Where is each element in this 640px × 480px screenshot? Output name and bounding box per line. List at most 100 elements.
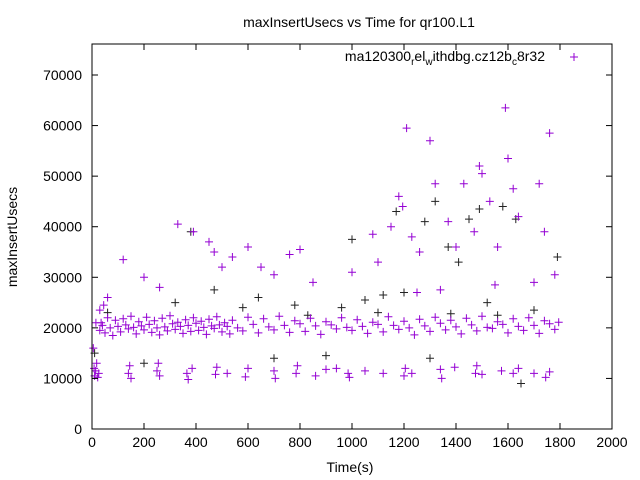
data-point	[389, 321, 398, 330]
data-point	[189, 313, 198, 322]
data-point	[280, 321, 289, 330]
data-point	[471, 369, 480, 378]
data-point	[530, 321, 538, 330]
data-point-dark	[361, 296, 369, 305]
data-point	[186, 327, 195, 336]
data-point-dark	[420, 217, 429, 226]
data-point	[535, 179, 544, 188]
data-point	[116, 327, 125, 336]
data-point	[119, 314, 128, 323]
data-point	[394, 325, 403, 334]
data-point-dark	[322, 351, 330, 360]
data-point	[436, 319, 445, 328]
data-point	[93, 373, 102, 382]
data-point	[472, 326, 481, 335]
data-point	[199, 323, 208, 332]
data-point	[129, 323, 138, 332]
data-point	[184, 321, 193, 330]
data-point-dark	[444, 242, 453, 251]
data-point	[550, 325, 559, 334]
data-point	[535, 329, 544, 338]
data-point-dark	[400, 288, 408, 297]
data-point-dark	[530, 306, 538, 315]
data-point	[368, 230, 377, 239]
data-point	[285, 250, 294, 259]
data-point-dark	[270, 354, 278, 363]
y-axis-label: maxInsertUsecs	[4, 187, 20, 287]
data-point	[541, 373, 550, 382]
data-point	[446, 316, 455, 325]
data-point	[501, 103, 510, 112]
data-point	[134, 317, 143, 326]
data-point-dark	[498, 202, 507, 211]
data-point	[358, 322, 367, 331]
data-point	[218, 263, 226, 272]
data-point	[154, 359, 163, 368]
data-point	[379, 369, 388, 378]
data-point	[211, 370, 220, 379]
data-point	[173, 318, 182, 327]
data-point	[462, 314, 471, 323]
data-point	[309, 278, 317, 287]
legend: ma120300relwithdbg.cz12bc8r32	[345, 48, 578, 68]
data-point	[410, 330, 419, 339]
data-point	[450, 363, 459, 372]
x-tick-label: 1400	[440, 434, 471, 450]
data-point	[228, 316, 237, 325]
data-point	[327, 320, 336, 329]
data-point	[441, 325, 450, 334]
data-point	[296, 245, 304, 254]
data-point	[92, 359, 101, 368]
data-point	[398, 202, 407, 211]
data-point	[205, 315, 213, 324]
data-point	[379, 327, 388, 336]
data-point	[181, 315, 190, 324]
data-point	[322, 317, 330, 326]
data-point	[103, 293, 112, 302]
data-point	[150, 316, 159, 325]
data-point-dark	[465, 215, 473, 224]
data-point	[163, 326, 172, 335]
data-point	[147, 328, 156, 337]
x-tick-label: 1200	[388, 434, 419, 450]
data-point	[271, 374, 280, 383]
x-tick-label: 600	[236, 434, 260, 450]
data-point	[431, 179, 440, 188]
data-point	[387, 222, 395, 231]
y-tick-label: 70000	[43, 67, 82, 83]
data-point	[436, 365, 445, 374]
data-point-dark	[431, 197, 440, 206]
data-point	[374, 320, 382, 329]
data-point	[514, 364, 523, 373]
data-point	[437, 374, 446, 383]
data-point	[249, 320, 258, 329]
data-point	[155, 330, 164, 339]
data-point-dark	[210, 285, 219, 294]
data-point	[344, 369, 353, 378]
data-point	[244, 364, 252, 373]
data-point-dark	[379, 290, 388, 299]
data-point	[189, 227, 198, 236]
data-point	[244, 242, 252, 251]
data-point	[444, 217, 453, 226]
data-point	[459, 179, 468, 188]
data-point	[194, 326, 203, 335]
data-point	[405, 323, 414, 332]
data-point	[270, 366, 278, 375]
data-point	[212, 363, 221, 372]
data-point	[545, 319, 554, 328]
data-point	[218, 327, 226, 336]
data-point	[114, 322, 122, 331]
data-point	[493, 317, 502, 326]
data-point	[210, 324, 219, 333]
data-point	[540, 227, 549, 236]
legend-label: ma120300relwithdbg.cz12bc8r32	[345, 48, 545, 68]
data-point	[119, 255, 128, 264]
data-point	[394, 192, 403, 201]
data-point	[192, 319, 200, 328]
data-point-dark	[426, 354, 434, 363]
data-point	[452, 242, 460, 251]
data-point	[171, 325, 180, 334]
data-point	[550, 270, 559, 279]
data-point	[407, 369, 416, 378]
